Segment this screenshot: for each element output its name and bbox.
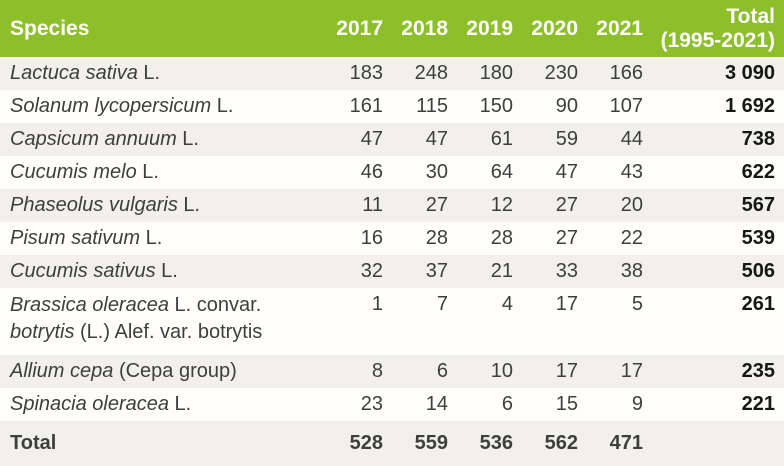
year-value-cell: 59 xyxy=(555,128,578,150)
species-cell: Allium cepa (Cepa group) xyxy=(10,360,237,382)
year-value-cell: 33 xyxy=(555,260,578,282)
row-total-cell: 3 090 xyxy=(724,62,775,84)
species-cell: Cucumis melo L. xyxy=(10,161,159,183)
year-value-cell: 47 xyxy=(360,128,383,150)
row-total-cell: 1 692 xyxy=(724,95,775,117)
table-body: Lactuca sativa L. 183 248 180 230 166 3 090 Sol… xyxy=(0,57,784,421)
year-value-cell: 180 xyxy=(479,62,513,84)
year-value-cell: 16 xyxy=(360,227,383,249)
year-value-cell: 15 xyxy=(555,393,578,415)
row-total-cell: 261 xyxy=(741,293,775,315)
header-species: Species xyxy=(10,16,90,40)
year-value-cell: 107 xyxy=(609,95,643,117)
year-value-cell: 17 xyxy=(555,360,578,382)
table-row: Pisum sativum L. 16 28 28 27 22 539 xyxy=(0,222,784,255)
row-total-cell: 738 xyxy=(741,128,775,150)
year-value-cell: 28 xyxy=(425,227,448,249)
year-value-cell: 46 xyxy=(360,161,383,183)
year-value-cell: 27 xyxy=(425,194,448,216)
species-cell: Spinacia oleracea L. xyxy=(10,393,192,415)
row-total-cell: 539 xyxy=(741,227,775,249)
species-cell: Pisum sativum L. xyxy=(10,227,163,249)
year-value-cell: 17 xyxy=(555,293,578,315)
table-row: Capsicum annuum L. 47 47 61 59 44 738 xyxy=(0,123,784,156)
year-value-cell: 115 xyxy=(416,95,448,117)
year-value-cell: 22 xyxy=(620,227,643,249)
row-total-cell: 221 xyxy=(741,393,775,415)
year-value-cell: 44 xyxy=(620,128,643,150)
year-value-cell: 6 xyxy=(501,393,513,415)
species-cell: Capsicum annuum L. xyxy=(10,128,199,150)
year-value-cell: 150 xyxy=(479,95,513,117)
year-value-cell: 7 xyxy=(436,293,448,315)
table-row: Phaseolus vulgaris L. 11 27 12 27 20 567 xyxy=(0,189,784,222)
table-row: Solanum lycopersicum L. 161 115 150 90 107 1 6… xyxy=(0,90,784,123)
year-value-cell: 183 xyxy=(349,62,383,84)
year-value-cell: 5 xyxy=(631,293,643,315)
header-year-2021: 2021 xyxy=(596,16,643,40)
year-value-cell: 10 xyxy=(490,360,513,382)
year-value-cell: 1 xyxy=(371,293,383,315)
header-year-2018: 2018 xyxy=(401,16,448,40)
year-value-cell: 20 xyxy=(620,194,643,216)
year-value-cell: 27 xyxy=(555,227,578,249)
footer-total-label: Total xyxy=(10,432,57,454)
header-total-line2: (1995-2021) xyxy=(660,28,775,52)
year-value-cell: 37 xyxy=(425,260,448,282)
year-value-cell: 14 xyxy=(425,393,448,415)
year-value-cell: 90 xyxy=(555,95,578,117)
table-row: Brassica oleracea L. convar. botrytis (L.… xyxy=(0,288,784,355)
year-value-cell: 28 xyxy=(490,227,513,249)
species-cell: Phaseolus vulgaris L. xyxy=(10,194,201,216)
footer-value-2019: 536 xyxy=(479,432,513,454)
year-value-cell: 6 xyxy=(436,360,448,382)
row-total-cell: 235 xyxy=(741,360,775,382)
year-value-cell: 47 xyxy=(555,161,578,183)
year-value-cell: 61 xyxy=(490,128,513,150)
year-value-cell: 12 xyxy=(490,194,513,216)
species-cell: Brassica oleracea L. convar. botrytis (L.… xyxy=(10,294,263,343)
year-value-cell: 21 xyxy=(490,260,513,282)
footer-value-2021: 471 xyxy=(609,432,643,454)
footer-value-2018: 559 xyxy=(414,432,448,454)
footer-value-2017: 528 xyxy=(349,432,383,454)
header-total: Total (1995-2021) xyxy=(643,5,784,53)
year-value-cell: 30 xyxy=(425,161,448,183)
row-total-cell: 567 xyxy=(741,194,775,216)
header-year-2019: 2019 xyxy=(466,16,513,40)
year-value-cell: 47 xyxy=(425,128,448,150)
year-value-cell: 4 xyxy=(501,293,513,315)
year-value-cell: 166 xyxy=(609,62,643,84)
year-value-cell: 64 xyxy=(490,161,513,183)
table-footer-row: Total 528 559 536 562 471 xyxy=(0,421,784,466)
table-row: Cucumis melo L. 46 30 64 47 43 622 xyxy=(0,156,784,189)
year-value-cell: 27 xyxy=(555,194,578,216)
year-value-cell: 11 xyxy=(362,194,383,216)
header-year-2020: 2020 xyxy=(531,16,578,40)
year-value-cell: 17 xyxy=(620,360,643,382)
year-value-cell: 230 xyxy=(544,62,578,84)
table-header-row: Species 2017 2018 2019 2020 2021 Total (… xyxy=(0,0,784,57)
table-row: Spinacia oleracea L. 23 14 6 15 9 221 xyxy=(0,388,784,421)
year-value-cell: 248 xyxy=(414,62,448,84)
year-value-cell: 9 xyxy=(631,393,643,415)
header-year-2017: 2017 xyxy=(336,16,383,40)
year-value-cell: 43 xyxy=(620,161,643,183)
year-value-cell: 23 xyxy=(360,393,383,415)
species-cell: Cucumis sativus L. xyxy=(10,260,178,282)
table-row: Cucumis sativus L. 32 37 21 33 38 506 xyxy=(0,255,784,288)
species-cell: Solanum lycopersicum L. xyxy=(10,95,234,117)
header-total-line1: Total xyxy=(726,4,775,28)
year-value-cell: 32 xyxy=(360,260,383,282)
species-cell: Lactuca sativa L. xyxy=(10,62,161,84)
row-total-cell: 506 xyxy=(741,260,775,282)
table-row: Lactuca sativa L. 183 248 180 230 166 3 090 xyxy=(0,57,784,90)
row-total-cell: 622 xyxy=(741,161,775,183)
year-value-cell: 38 xyxy=(620,260,643,282)
year-value-cell: 8 xyxy=(371,360,383,382)
footer-value-2020: 562 xyxy=(544,432,578,454)
year-value-cell: 161 xyxy=(349,95,383,117)
table-row: Allium cepa (Cepa group) 8 6 10 17 17 235 xyxy=(0,355,784,388)
